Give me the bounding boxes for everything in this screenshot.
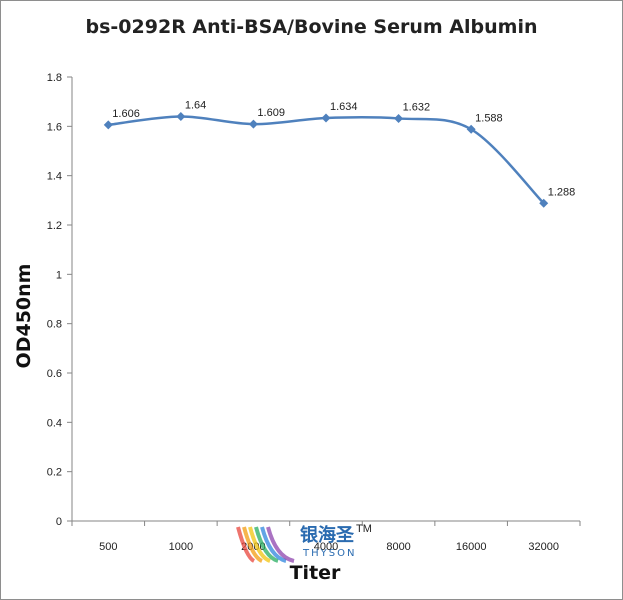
x-tick-label: 16000 [456,541,487,553]
y-tick-label: 1.2 [47,220,62,232]
series-markers [103,111,549,208]
data-point-marker [394,113,404,123]
watermark-tm: TM [356,523,372,535]
x-tick-label: 32000 [528,541,559,553]
x-axis-label: Titer [290,562,341,584]
data-point-marker [466,124,476,134]
data-point-marker [103,120,113,130]
data-label: 1.64 [185,99,206,111]
data-point-marker [321,113,331,123]
y-tick-label: 0.2 [47,467,62,479]
data-label: 1.606 [112,108,140,120]
data-point-marker [176,111,186,121]
watermark-stripe [236,526,256,563]
data-label: 1.634 [330,101,358,113]
watermark-stripe [260,526,287,563]
x-tick-label: 1000 [169,541,193,553]
y-axis-label: OD450nm [13,264,35,369]
watermark-stripe [248,526,271,563]
data-point-marker [248,119,258,129]
watermark-en-text: THYSON [302,548,356,559]
chart-title: bs-0292R Anti-BSA/Bovine Serum Albumin [85,16,538,38]
y-tick-label: 0 [56,516,62,528]
data-label: 1.632 [403,101,431,113]
data-label: 1.288 [548,186,576,198]
y-tick-label: 0.8 [47,319,62,331]
x-tick-label: 8000 [386,541,410,553]
y-tick-label: 1.4 [47,171,62,183]
y-tick-label: 0.4 [47,417,62,429]
y-tick-label: 0.6 [47,368,62,380]
y-tick-label: 1.6 [47,121,62,133]
x-tick-label: 500 [99,541,117,553]
watermark-cn-text: 银海圣 [300,524,355,546]
series-line [108,115,545,205]
watermark-stripe [254,526,279,563]
data-label: 1.588 [475,112,503,124]
data-label: 1.609 [257,107,285,119]
x-tick-label: 4000 [314,541,338,553]
y-tick-label: 1 [56,269,62,281]
data-point-marker [539,198,549,208]
watermark-stripe [266,526,295,563]
chart-axes [71,77,580,522]
watermark-logo: 银海圣 TM THYSON [236,523,372,563]
watermark-stripe [242,526,263,563]
data-labels: 1.606 1.64 1.609 1.634 1.632 1.588 1.288 [112,99,575,198]
y-tick-label: 1.8 [47,72,62,84]
